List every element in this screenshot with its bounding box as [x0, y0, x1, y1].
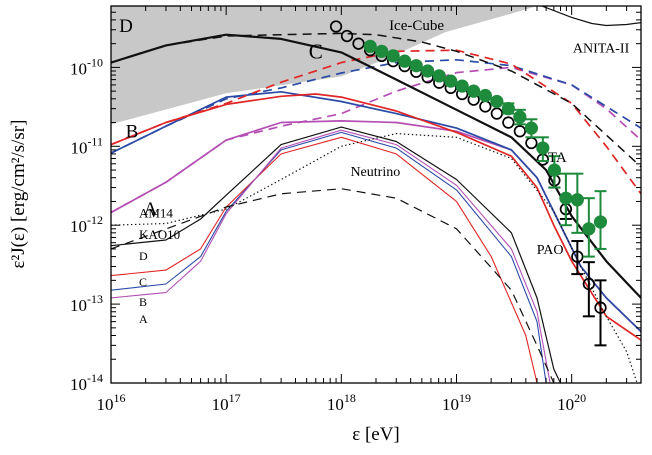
series-line-c-solid-4 — [111, 93, 641, 341]
ta-data-point — [467, 84, 481, 98]
annotation-c: C — [309, 39, 323, 63]
ta-data-point — [559, 191, 573, 205]
y-tick-label: 10-13 — [70, 292, 103, 315]
y-tick-label: 10-10 — [70, 55, 103, 78]
series-line-anita-ii-solid-14 — [541, 6, 641, 27]
annotation-anita-ii: ANITA-II — [573, 41, 630, 56]
x-axis-label: ε [eV] — [352, 424, 400, 445]
ta-data-point — [432, 69, 446, 83]
annotation-c: C — [139, 275, 147, 289]
pao-data-point — [490, 107, 503, 120]
series-line-unlabeled-dashed-12 — [111, 188, 555, 383]
pao-data-point — [479, 100, 492, 113]
series-line-unlabeled-dotted-13 — [111, 133, 638, 383]
x-tick-label: 1016 — [97, 391, 126, 414]
x-tick-label: 1018 — [327, 391, 356, 414]
series-line-a-dashed-1 — [111, 66, 641, 214]
series-line-unlabeled-solid-10 — [111, 131, 547, 383]
series-line-unlabeled-solid-8 — [111, 126, 562, 383]
annotation-ta: TA — [548, 150, 567, 166]
series-line-unlabeled-solid-11 — [111, 129, 551, 383]
points-layer — [329, 20, 608, 347]
pao-data-point — [502, 116, 515, 129]
annotation-b: B — [126, 121, 139, 142]
ta-data-point — [421, 64, 435, 78]
ta-data-point — [547, 163, 561, 177]
ta-data-point — [524, 121, 538, 135]
ta-data-point — [490, 94, 504, 109]
series-line-unlabeled-solid-9 — [111, 136, 538, 383]
annotation-neutrino: Neutrino — [350, 165, 400, 180]
y-axis-label: ε²J(ε) [erg/cm²/s/sr] — [8, 120, 29, 269]
pao-data-point — [340, 29, 354, 43]
ta-data-point — [455, 79, 469, 93]
annotation-pao: PAO — [537, 243, 564, 258]
y-tick-label: 10-14 — [70, 371, 103, 394]
annotation-b: B — [139, 295, 147, 309]
annotation-kao10: KAO10 — [139, 227, 180, 242]
annotation-layer: DCBAIce-CubeANITA-IINeutrinoTAPAOAM14KAO… — [119, 16, 629, 326]
ta-data-point — [386, 49, 400, 63]
ta-data-point — [501, 102, 515, 116]
ta-data-point — [570, 193, 584, 207]
annotation-d: D — [119, 16, 133, 37]
x-tick-label: 1020 — [557, 391, 586, 414]
pao-data-point — [571, 250, 584, 263]
pao-data-point — [594, 301, 607, 314]
annotation-ice-cube: Ice-Cube — [389, 18, 444, 34]
series-line-d-dashed-7 — [111, 32, 641, 168]
ta-data-point — [363, 39, 377, 53]
x-tick-label: 1017 — [212, 391, 241, 414]
ta-data-point — [375, 44, 389, 58]
region-ice-cube — [111, 6, 537, 125]
ta-data-point — [478, 88, 492, 103]
pao-data-point — [582, 277, 595, 291]
pao-data-point — [513, 125, 527, 138]
annotation-am14: AM14 — [139, 206, 173, 221]
ta-data-point — [582, 222, 596, 236]
annotation-d: D — [139, 249, 148, 263]
ta-data-point — [398, 54, 412, 68]
ta-data-point — [593, 215, 608, 229]
ta-data-point — [444, 74, 458, 88]
ta-data-point — [513, 110, 527, 124]
y-tick-label: 10-12 — [70, 213, 103, 236]
region-layer — [111, 6, 537, 125]
pao-data-point — [525, 136, 538, 150]
ta-data-point — [409, 59, 423, 73]
pao-data-point — [352, 37, 365, 50]
y-tick-label: 10-11 — [70, 134, 103, 157]
annotation-a: A — [144, 199, 158, 220]
annotation-a: A — [139, 312, 148, 326]
ta-data-point — [536, 141, 550, 155]
pao-data-point — [329, 20, 343, 33]
tick-layer: 1016 1017 1018 1019 1020 10-14 10-13 10-12 10-11… — [70, 5, 642, 414]
x-tick-label: 1019 — [442, 391, 471, 414]
